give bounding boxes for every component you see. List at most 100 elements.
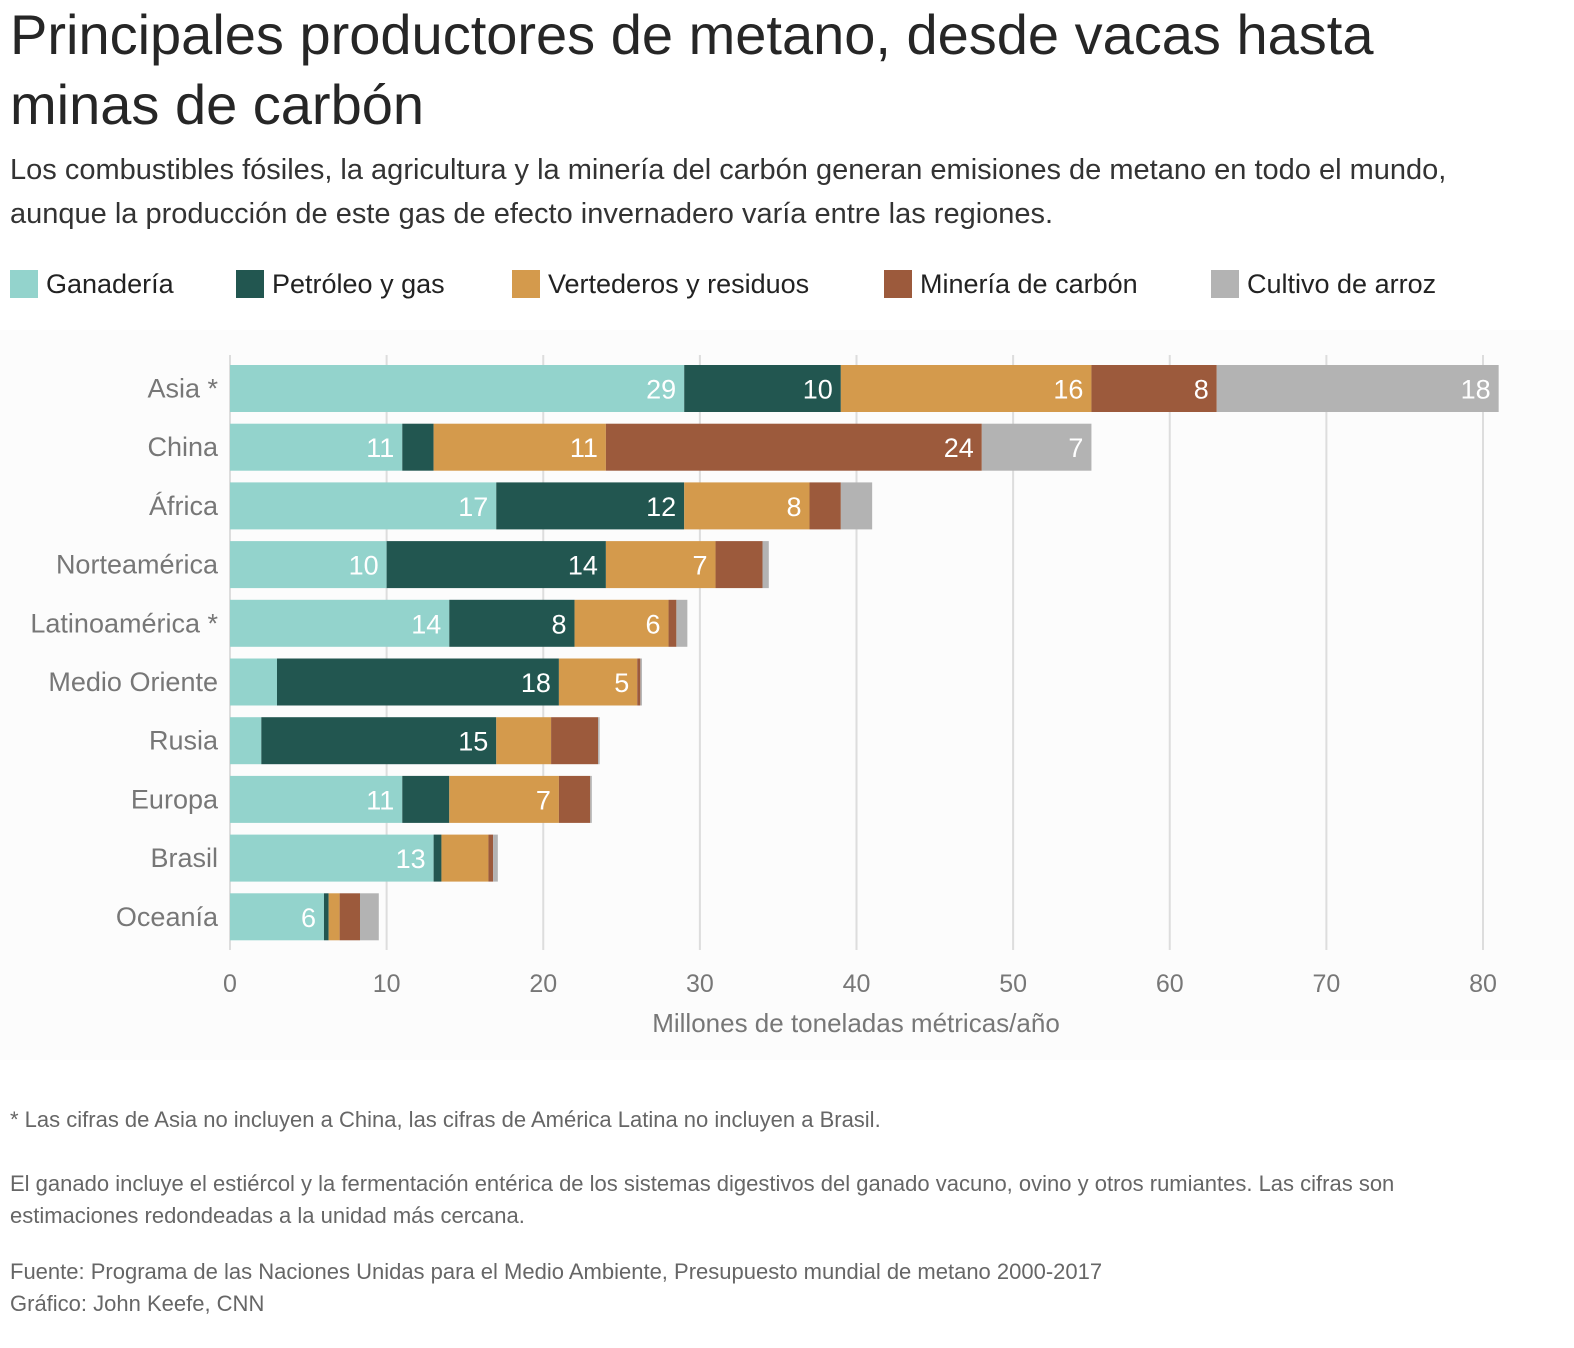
legend-item-petroleo-gas: Petróleo y gas xyxy=(236,264,445,304)
category-label: África xyxy=(149,491,219,521)
bar-segment xyxy=(441,834,489,882)
category-label: Asia * xyxy=(147,374,218,404)
bar-value-label: 12 xyxy=(646,492,676,522)
bar-value-label: 7 xyxy=(693,551,708,581)
x-tick-label: 60 xyxy=(1156,970,1184,998)
bar-segment xyxy=(433,834,442,882)
x-tick-label: 50 xyxy=(999,970,1027,998)
bar-value-label: 8 xyxy=(786,492,801,522)
bar-segment xyxy=(840,365,1092,412)
bar-segment xyxy=(598,717,600,765)
bar-segment xyxy=(433,423,606,471)
legend-item-mineria-carbon: Minería de carbón xyxy=(884,264,1138,304)
x-tick-label: 80 xyxy=(1469,970,1497,998)
legend-swatch-vertederos xyxy=(512,270,540,298)
bar-segment xyxy=(488,834,494,882)
bar-segment xyxy=(684,482,810,530)
bar-segment xyxy=(402,775,450,823)
legend-item-ganaderia: Ganadería xyxy=(10,264,174,304)
source-note: Fuente: Programa de las Naciones Unidas … xyxy=(10,1259,1103,1284)
bar-value-label: 18 xyxy=(521,668,551,698)
legend-item-cultivo-arroz: Cultivo de arroz xyxy=(1211,264,1436,304)
category-label: Rusia xyxy=(149,726,219,756)
x-tick-label: 10 xyxy=(373,970,401,998)
bar-value-label: 5 xyxy=(614,668,629,698)
bar-value-label: 8 xyxy=(552,609,567,639)
bar-value-label: 15 xyxy=(458,727,488,757)
chart-title: Principales productores de metano, desde… xyxy=(10,3,1374,136)
bar-segment xyxy=(676,599,688,647)
legend-item-vertederos: Vertederos y residuos xyxy=(512,264,809,304)
footnote-asterisk: * Las cifras de Asia no incluyen a China… xyxy=(10,1107,881,1132)
bar-segment xyxy=(276,658,559,706)
bar-segment xyxy=(449,599,575,647)
bar-segment xyxy=(668,599,677,647)
bar-segment xyxy=(359,893,379,941)
bar-segment xyxy=(605,423,982,471)
bar-segment xyxy=(637,658,641,706)
legend-label-mineria-carbon: Minería de carbón xyxy=(920,268,1138,299)
footnote-livestock: El ganado incluye el estiércol y la ferm… xyxy=(10,1171,1395,1228)
category-label: Brasil xyxy=(150,843,218,873)
category-label: Medio Oriente xyxy=(48,667,218,697)
bar-value-label: 10 xyxy=(349,551,379,581)
bar-value-label: 18 xyxy=(1461,375,1491,405)
bar-segment xyxy=(605,541,716,589)
bar-segment xyxy=(230,482,497,530)
bar-value-label: 6 xyxy=(301,903,316,933)
bar-segment xyxy=(762,541,769,589)
bar-segment xyxy=(402,423,434,471)
legend-swatch-cultivo-arroz xyxy=(1211,270,1239,298)
bar-segment xyxy=(1091,365,1217,412)
bar-segment xyxy=(809,482,841,530)
legend-label-vertederos: Vertederos y residuos xyxy=(548,268,810,299)
bar-segment xyxy=(684,365,841,412)
bar-value-label: 14 xyxy=(568,551,598,581)
bar-value-label: 29 xyxy=(646,375,676,405)
category-label: Europa xyxy=(131,784,219,814)
x-tick-labels: 0 10 20 30 40 50 60 70 80 xyxy=(223,970,1497,998)
x-axis-label: Millones de toneladas métricas/año xyxy=(652,1008,1060,1038)
bar-value-label: 11 xyxy=(366,433,394,463)
bar-value-label: 17 xyxy=(458,492,488,522)
bar-segment xyxy=(558,658,638,706)
category-label: China xyxy=(147,432,219,462)
bar-segment xyxy=(230,893,324,941)
bar-segment xyxy=(551,717,599,765)
legend-swatch-mineria-carbon xyxy=(884,270,912,298)
legend-swatch-petroleo-gas xyxy=(236,270,264,298)
bar-segment xyxy=(230,658,277,706)
legend-label-petroleo-gas: Petróleo y gas xyxy=(272,268,445,299)
x-tick-label: 30 xyxy=(686,970,714,998)
category-label: Latinoamérica * xyxy=(30,608,218,638)
bar-segment xyxy=(230,423,403,471)
bar-value-label: 7 xyxy=(536,785,551,815)
bar-value-label: 13 xyxy=(396,844,426,874)
bar-segment xyxy=(715,541,763,589)
bar-segment xyxy=(493,834,498,882)
chart-subtitle: Los combustibles fósiles, la agricultura… xyxy=(10,154,1447,230)
bar-value-label: 11 xyxy=(366,785,394,815)
bar-segment xyxy=(981,423,1092,471)
x-tick-label: 0 xyxy=(223,970,237,998)
bar-value-label: 10 xyxy=(803,375,833,405)
bar-segment xyxy=(323,893,329,941)
bar-segment xyxy=(840,482,873,530)
legend-label-cultivo-arroz: Cultivo de arroz xyxy=(1247,268,1437,299)
legend-swatch-ganaderia xyxy=(10,270,38,298)
credit-note: Gráfico: John Keefe, CNN xyxy=(10,1291,265,1316)
bar-segment xyxy=(640,658,642,706)
bar-segment xyxy=(449,775,559,823)
bar-segment xyxy=(230,365,685,412)
bar-segment xyxy=(386,541,606,589)
bar-segment xyxy=(590,775,592,823)
x-tick-label: 20 xyxy=(529,970,557,998)
bar-segment xyxy=(230,717,262,765)
bar-value-label: 16 xyxy=(1053,375,1083,405)
bar-segment xyxy=(230,541,387,589)
bar-segment xyxy=(230,834,434,882)
legend-label-ganaderia: Ganadería xyxy=(46,268,174,299)
bar-value-label: 11 xyxy=(570,433,598,463)
